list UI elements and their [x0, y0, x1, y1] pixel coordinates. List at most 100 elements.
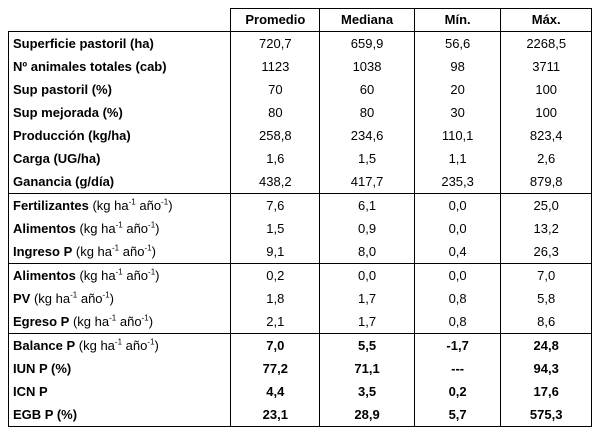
table-row: EGB P (%) 23,1 28,9 5,7 575,3: [7, 403, 592, 427]
cell-value: 438,2: [230, 170, 321, 194]
cell-value: 3711: [500, 55, 592, 78]
header-max: Máx.: [500, 8, 592, 32]
cell-value: -1,7: [413, 333, 502, 357]
cell-value: 0,2: [413, 380, 502, 403]
row-label: Producción (kg/ha): [7, 124, 232, 147]
cell-value: 0,0: [413, 193, 502, 217]
table-row: Ganancia (g/día) 438,2 417,7 235,3 879,8: [7, 170, 592, 194]
cell-value: 879,8: [500, 170, 592, 194]
cell-value: 70: [230, 78, 321, 101]
cell-value: 8,6: [500, 310, 592, 334]
cell-value: 77,2: [230, 357, 321, 380]
row-label: PVkg ha-1 año-1 (kg ha-1 año-1): [7, 287, 232, 310]
cell-value: 100: [500, 101, 592, 124]
cell-value: 659,9: [319, 31, 415, 55]
cell-value: 575,3: [500, 403, 592, 427]
cell-value: 235,3: [413, 170, 502, 194]
cell-value: 28,9: [319, 403, 415, 427]
table-row: PVkg ha-1 año-1 (kg ha-1 año-1)1,81,70,8…: [7, 287, 592, 310]
table-row: Superficie pastoril (ha) 720,7 659,9 56,6 22…: [7, 31, 592, 55]
row-label-text: EGB P (%): [13, 407, 78, 422]
header-row: Promedio Mediana Mín. Máx.: [8, 8, 592, 32]
cell-value: 7,6: [230, 193, 321, 217]
cell-value: 26,3: [500, 240, 592, 264]
row-label: Sup pastoril (%): [7, 78, 232, 101]
row-unit-formatted: (kg ha-1 año-1): [30, 290, 115, 306]
cell-value: 0,0: [413, 217, 502, 240]
table-row: Ingreso Pkg ha-1 año-1 (kg ha-1 año-1)9,…: [7, 240, 592, 264]
cell-value: 0,4: [413, 240, 502, 264]
cell-value: 234,6: [319, 124, 415, 147]
cell-value: 4,4: [230, 380, 321, 403]
cell-value: 720,7: [230, 31, 321, 55]
cell-value: 1,8: [230, 287, 321, 310]
cell-value: 5,5: [319, 333, 415, 357]
row-label: Egreso Pkg ha-1 año-1 (kg ha-1 año-1): [7, 310, 232, 334]
row-label-text: Superficie pastoril (ha): [13, 36, 154, 51]
cell-value: 0,2: [230, 263, 321, 287]
cell-value: 80: [230, 101, 321, 124]
table-row: Sup mejorada (%) 80 80 30 100: [7, 101, 592, 124]
cell-value: 25,0: [500, 193, 592, 217]
cell-value: 100: [500, 78, 592, 101]
cell-value: 1,7: [319, 287, 415, 310]
row-label-text: Nº animales totales (cab): [13, 59, 167, 74]
row-unit-formatted: (kg ha-1 año-1): [75, 267, 160, 283]
row-label-text: Balance P: [13, 338, 76, 353]
row-unit-formatted: (kg ha-1 año-1): [72, 243, 156, 259]
row-label: ICN P: [7, 380, 232, 403]
cell-value: 2,6: [500, 147, 592, 170]
cell-value: 5,7: [413, 403, 502, 427]
row-unit-formatted: (kg ha-1 año-1): [69, 313, 154, 329]
table-row: Egreso Pkg ha-1 año-1 (kg ha-1 año-1)2,1…: [7, 310, 592, 334]
cell-value: ---: [413, 357, 502, 380]
cell-value: 60: [319, 78, 415, 101]
cell-value: 20: [413, 78, 502, 101]
row-label: Sup mejorada (%): [7, 101, 232, 124]
cell-value: 3,5: [319, 380, 415, 403]
cell-value: 94,3: [500, 357, 592, 380]
row-label-text: Producción (kg/ha): [13, 128, 131, 143]
header-blank-cell: [8, 8, 232, 32]
row-label-text: PV: [13, 291, 31, 306]
cell-value: 80: [319, 101, 415, 124]
row-label-text: Alimentos: [13, 268, 76, 283]
row-label-text: Ganancia (g/día): [13, 174, 115, 189]
table-row: ICN P 4,4 3,5 0,2 17,6: [7, 380, 592, 403]
row-label: IUN P (%): [7, 357, 232, 380]
row-unit-formatted: (kg ha-1 año-1): [88, 197, 173, 213]
cell-value: 110,1: [413, 124, 502, 147]
row-label-text: Carga (UG/ha): [13, 151, 101, 166]
cell-value: 1123: [230, 55, 321, 78]
row-label-text: Fertilizantes: [13, 198, 89, 213]
cell-value: 17,6: [500, 380, 592, 403]
row-label-text: Alimentos: [13, 221, 76, 236]
cell-value: 0,8: [413, 287, 502, 310]
table-row: Balance Pkg ha-1 año-1 (kg ha-1 año-1)7,…: [7, 333, 592, 357]
cell-value: 0,0: [319, 263, 415, 287]
cell-value: 2,1: [230, 310, 321, 334]
table-row: Sup pastoril (%) 70 60 20 100: [7, 78, 592, 101]
cell-value: 0,0: [413, 263, 502, 287]
row-label-text: ICN P: [13, 384, 48, 399]
cell-value: 1,5: [230, 217, 321, 240]
cell-value: 1,7: [319, 310, 415, 334]
cell-value: 1,1: [413, 147, 502, 170]
cell-value: 6,1: [319, 193, 415, 217]
row-label: EGB P (%): [7, 403, 232, 427]
row-label: Balance Pkg ha-1 año-1 (kg ha-1 año-1): [7, 333, 232, 357]
cell-value: 258,8: [230, 124, 321, 147]
header-promedio: Promedio: [230, 8, 321, 32]
row-label-text: Ingreso P: [13, 244, 73, 259]
table-row: Carga (UG/ha) 1,6 1,5 1,1 2,6: [7, 147, 592, 170]
cell-value: 8,0: [319, 240, 415, 264]
cell-value: 71,1: [319, 357, 415, 380]
row-label: Fertilizanteskg ha-1 año-1 (kg ha-1 año-…: [7, 193, 232, 217]
cell-value: 7,0: [230, 333, 321, 357]
cell-value: 13,2: [500, 217, 592, 240]
table-row: IUN P (%) 77,2 71,1 --- 94,3: [7, 357, 592, 380]
row-label: Alimentoskg ha-1 año-1 (kg ha-1 año-1): [7, 263, 232, 287]
row-label: Superficie pastoril (ha): [7, 31, 232, 55]
row-label: Alimentoskg ha-1 año-1 (kg ha-1 año-1): [7, 217, 232, 240]
